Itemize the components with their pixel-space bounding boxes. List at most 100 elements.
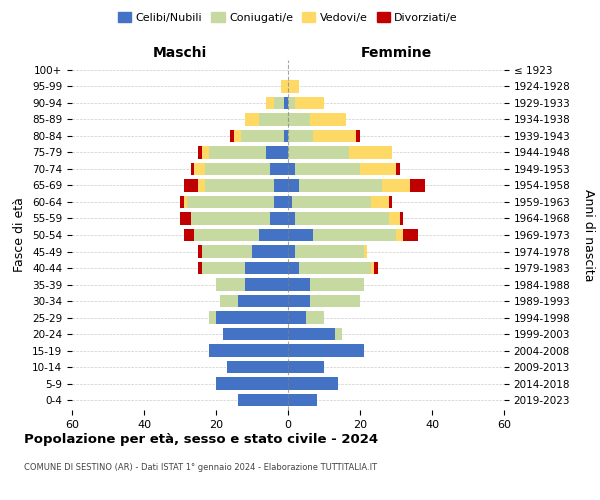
- Bar: [382, 180, 410, 192]
- Bar: [202, 146, 209, 158]
- Bar: [227, 361, 288, 374]
- Bar: [288, 328, 335, 340]
- Bar: [216, 312, 288, 324]
- Bar: [288, 146, 349, 158]
- Bar: [234, 130, 241, 142]
- Bar: [396, 163, 400, 175]
- Bar: [230, 130, 234, 142]
- Bar: [198, 246, 202, 258]
- Bar: [274, 96, 284, 109]
- Bar: [266, 96, 274, 109]
- Bar: [259, 113, 288, 126]
- Bar: [288, 163, 295, 175]
- Bar: [220, 295, 238, 307]
- Bar: [288, 295, 310, 307]
- Bar: [389, 212, 400, 224]
- Bar: [187, 196, 274, 208]
- Bar: [288, 246, 295, 258]
- Bar: [335, 328, 342, 340]
- Bar: [288, 378, 338, 390]
- Bar: [274, 180, 288, 192]
- Bar: [374, 262, 378, 274]
- Bar: [306, 312, 324, 324]
- Bar: [198, 262, 202, 274]
- Bar: [295, 96, 324, 109]
- Text: Femmine: Femmine: [361, 46, 431, 60]
- Bar: [371, 196, 389, 208]
- Bar: [310, 295, 360, 307]
- Bar: [288, 278, 310, 290]
- Bar: [288, 262, 299, 274]
- Bar: [292, 196, 371, 208]
- Bar: [184, 180, 198, 192]
- Bar: [288, 113, 310, 126]
- Bar: [216, 278, 245, 290]
- Bar: [223, 328, 288, 340]
- Text: COMUNE DI SESTINO (AR) - Dati ISTAT 1° gennaio 2024 - Elaborazione TUTTITALIA.IT: COMUNE DI SESTINO (AR) - Dati ISTAT 1° g…: [24, 462, 377, 471]
- Bar: [241, 130, 284, 142]
- Text: Maschi: Maschi: [153, 46, 207, 60]
- Bar: [288, 229, 313, 241]
- Bar: [400, 212, 403, 224]
- Bar: [184, 229, 194, 241]
- Bar: [194, 229, 259, 241]
- Bar: [360, 163, 396, 175]
- Bar: [288, 96, 295, 109]
- Bar: [245, 262, 288, 274]
- Bar: [310, 113, 346, 126]
- Bar: [274, 196, 288, 208]
- Bar: [288, 196, 292, 208]
- Bar: [410, 180, 425, 192]
- Bar: [270, 212, 288, 224]
- Bar: [209, 312, 216, 324]
- Legend: Celibi/Nubili, Coniugati/e, Vedovi/e, Divorziati/e: Celibi/Nubili, Coniugati/e, Vedovi/e, Di…: [113, 8, 463, 28]
- Bar: [313, 229, 396, 241]
- Bar: [371, 262, 374, 274]
- Bar: [191, 212, 270, 224]
- Bar: [364, 246, 367, 258]
- Bar: [349, 146, 392, 158]
- Bar: [396, 229, 403, 241]
- Bar: [288, 130, 313, 142]
- Bar: [205, 180, 274, 192]
- Bar: [202, 246, 252, 258]
- Bar: [288, 80, 299, 92]
- Bar: [198, 180, 205, 192]
- Bar: [238, 394, 288, 406]
- Bar: [288, 361, 324, 374]
- Bar: [288, 212, 295, 224]
- Bar: [209, 146, 266, 158]
- Bar: [288, 312, 306, 324]
- Bar: [252, 246, 288, 258]
- Bar: [266, 146, 288, 158]
- Bar: [184, 196, 187, 208]
- Bar: [180, 212, 191, 224]
- Bar: [259, 229, 288, 241]
- Y-axis label: Fasce di età: Fasce di età: [13, 198, 26, 272]
- Bar: [295, 212, 389, 224]
- Bar: [245, 278, 288, 290]
- Y-axis label: Anni di nascita: Anni di nascita: [581, 188, 595, 281]
- Bar: [216, 378, 288, 390]
- Bar: [205, 163, 270, 175]
- Bar: [245, 113, 259, 126]
- Bar: [310, 278, 364, 290]
- Bar: [191, 163, 194, 175]
- Text: Popolazione per età, sesso e stato civile - 2024: Popolazione per età, sesso e stato civil…: [24, 432, 378, 446]
- Bar: [299, 262, 371, 274]
- Bar: [238, 295, 288, 307]
- Bar: [313, 130, 356, 142]
- Bar: [284, 130, 288, 142]
- Bar: [299, 180, 382, 192]
- Bar: [389, 196, 392, 208]
- Bar: [202, 262, 245, 274]
- Bar: [403, 229, 418, 241]
- Bar: [194, 163, 205, 175]
- Bar: [209, 344, 288, 357]
- Bar: [288, 394, 317, 406]
- Bar: [281, 80, 288, 92]
- Bar: [288, 180, 299, 192]
- Bar: [198, 146, 202, 158]
- Bar: [284, 96, 288, 109]
- Bar: [295, 163, 360, 175]
